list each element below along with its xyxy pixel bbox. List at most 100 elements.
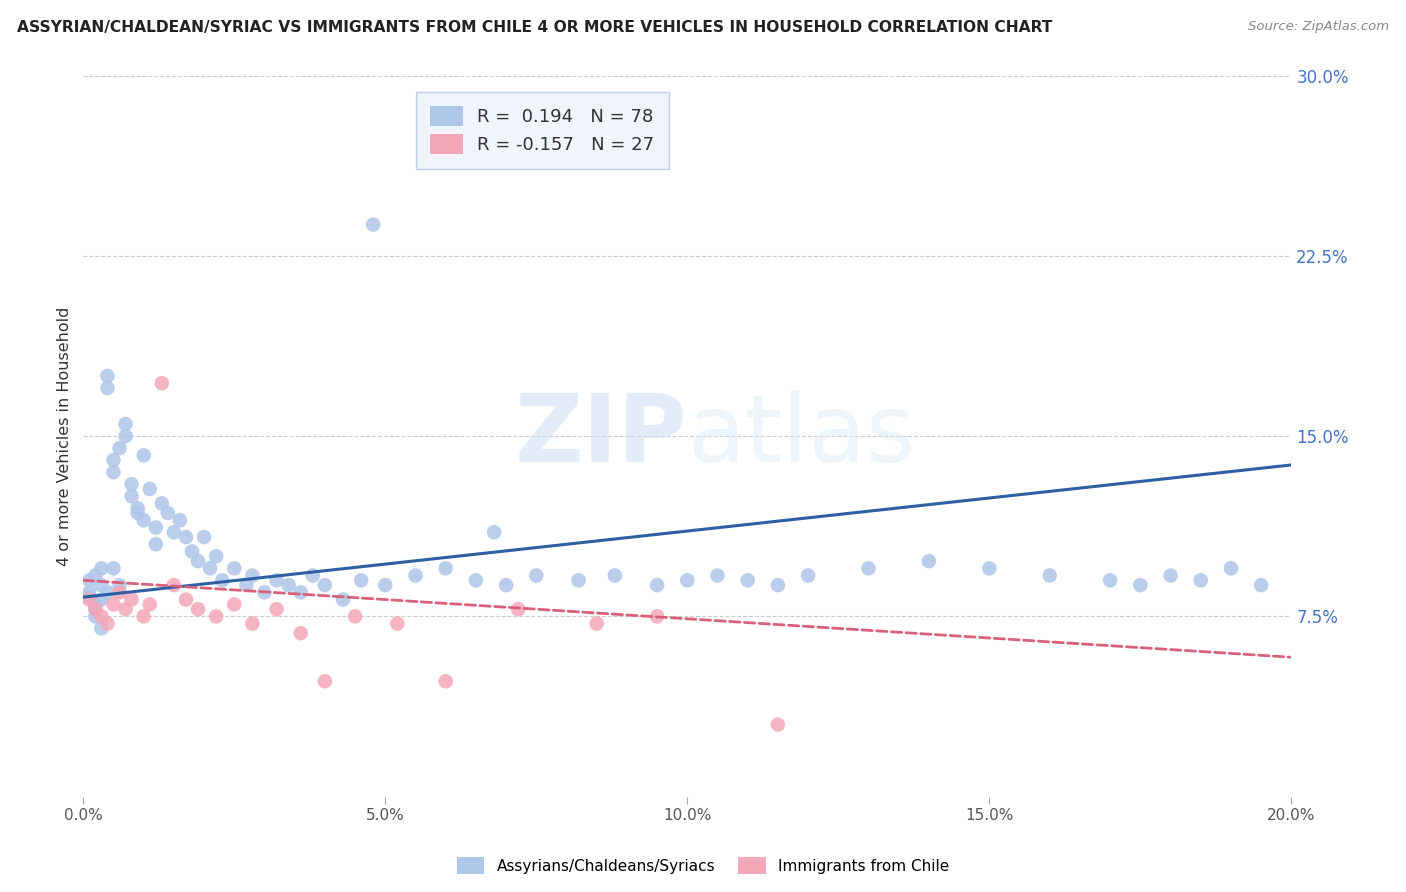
Point	[224, 561, 246, 575]
Point	[350, 574, 373, 588]
Point	[797, 568, 820, 582]
Point	[103, 465, 125, 479]
Point	[235, 578, 257, 592]
Point	[127, 501, 149, 516]
Point	[266, 602, 288, 616]
Text: ZIP: ZIP	[515, 390, 688, 482]
Point	[766, 578, 789, 592]
Point	[145, 537, 167, 551]
Point	[90, 578, 112, 592]
Point	[90, 621, 112, 635]
Point	[187, 554, 209, 568]
Point	[568, 574, 591, 588]
Point	[1189, 574, 1212, 588]
Point	[198, 561, 221, 575]
Point	[434, 674, 457, 689]
Point	[84, 602, 107, 616]
Point	[132, 448, 155, 462]
Point	[163, 525, 186, 540]
Point	[132, 609, 155, 624]
Point	[84, 602, 107, 616]
Point	[1219, 561, 1241, 575]
Point	[858, 561, 880, 575]
Point	[174, 592, 197, 607]
Point	[108, 578, 131, 592]
Point	[96, 616, 118, 631]
Point	[132, 513, 155, 527]
Point	[156, 506, 179, 520]
Point	[314, 578, 336, 592]
Point	[96, 369, 118, 384]
Point	[495, 578, 517, 592]
Point	[344, 609, 367, 624]
Point	[90, 609, 112, 624]
Point	[79, 592, 101, 607]
Point	[979, 561, 1001, 575]
Text: ASSYRIAN/CHALDEAN/SYRIAC VS IMMIGRANTS FROM CHILE 4 OR MORE VEHICLES IN HOUSEHOL: ASSYRIAN/CHALDEAN/SYRIAC VS IMMIGRANTS F…	[17, 20, 1052, 35]
Point	[524, 568, 547, 582]
Point	[706, 568, 728, 582]
Legend: R =  0.194   N = 78, R = -0.157   N = 27: R = 0.194 N = 78, R = -0.157 N = 27	[416, 92, 669, 169]
Point	[301, 568, 323, 582]
Point	[1160, 568, 1182, 582]
Point	[676, 574, 699, 588]
Point	[145, 520, 167, 534]
Y-axis label: 4 or more Vehicles in Household: 4 or more Vehicles in Household	[58, 307, 72, 566]
Point	[114, 417, 136, 431]
Point	[79, 574, 101, 588]
Point	[79, 585, 101, 599]
Point	[266, 574, 288, 588]
Point	[127, 506, 149, 520]
Text: Source: ZipAtlas.com: Source: ZipAtlas.com	[1249, 20, 1389, 33]
Point	[387, 616, 409, 631]
Point	[482, 525, 505, 540]
Point	[332, 592, 354, 607]
Point	[96, 381, 118, 395]
Point	[150, 376, 173, 391]
Point	[205, 609, 228, 624]
Point	[150, 496, 173, 510]
Point	[253, 585, 276, 599]
Point	[163, 578, 186, 592]
Point	[508, 602, 530, 616]
Point	[603, 568, 626, 582]
Point	[169, 513, 191, 527]
Point	[242, 568, 264, 582]
Point	[314, 674, 336, 689]
Point	[464, 574, 486, 588]
Point	[1099, 574, 1122, 588]
Point	[242, 616, 264, 631]
Point	[374, 578, 396, 592]
Point	[290, 585, 312, 599]
Point	[585, 616, 607, 631]
Point	[138, 482, 160, 496]
Point	[121, 592, 143, 607]
Point	[90, 561, 112, 575]
Point	[1250, 578, 1272, 592]
Point	[121, 477, 143, 491]
Point	[138, 598, 160, 612]
Point	[114, 602, 136, 616]
Point	[114, 429, 136, 443]
Point	[108, 441, 131, 455]
Point	[918, 554, 941, 568]
Point	[205, 549, 228, 564]
Point	[290, 626, 312, 640]
Point	[181, 544, 204, 558]
Point	[103, 598, 125, 612]
Point	[84, 609, 107, 624]
Point	[1129, 578, 1152, 592]
Point	[96, 585, 118, 599]
Legend: Assyrians/Chaldeans/Syriacs, Immigrants from Chile: Assyrians/Chaldeans/Syriacs, Immigrants …	[451, 851, 955, 880]
Point	[121, 489, 143, 503]
Point	[187, 602, 209, 616]
Point	[645, 609, 668, 624]
Point	[84, 598, 107, 612]
Point	[108, 585, 131, 599]
Point	[193, 530, 215, 544]
Point	[84, 568, 107, 582]
Point	[766, 717, 789, 731]
Point	[277, 578, 299, 592]
Point	[361, 218, 384, 232]
Point	[103, 453, 125, 467]
